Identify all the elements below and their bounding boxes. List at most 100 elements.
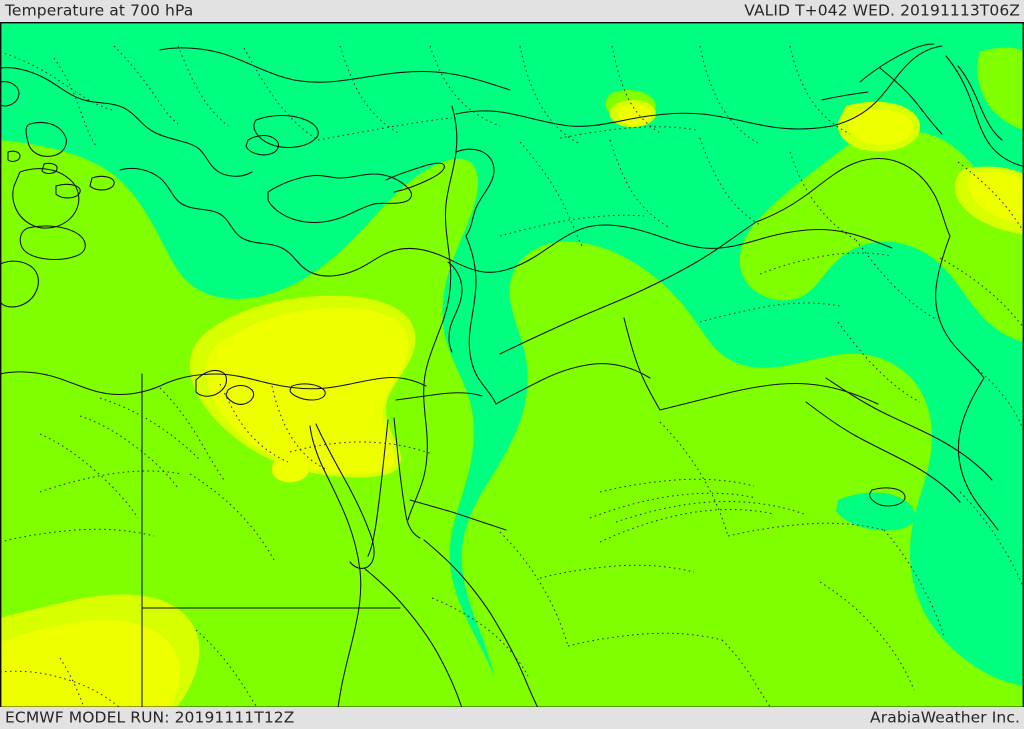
coastline-turkey-south xyxy=(119,167,893,277)
border-israel-west xyxy=(447,261,463,353)
fill-core-libya xyxy=(0,620,180,708)
admin-turkey-3 xyxy=(339,45,401,135)
admin-turkey-6 xyxy=(611,45,663,135)
fill-notch-persian-gulf xyxy=(836,492,916,531)
admin-turkey-8 xyxy=(789,45,851,135)
fill-core-ne xyxy=(848,108,914,145)
coastline-greece-north xyxy=(0,67,253,177)
border-caucasus-b xyxy=(879,67,943,135)
admin-egypt-12 xyxy=(0,670,121,708)
border-israel-jordan xyxy=(465,235,497,405)
admin-syria-2 xyxy=(609,139,671,229)
admin-egypt-10 xyxy=(289,441,433,455)
admin-turkey-4 xyxy=(429,45,501,127)
coastline-aegean-peninsula xyxy=(25,121,67,157)
border-iran-gulf xyxy=(957,377,999,531)
admin-iraq-4 xyxy=(699,302,841,323)
coastline-levant xyxy=(407,105,458,521)
coastline-delta-detail-2 xyxy=(225,384,255,405)
coastline-sinai-east xyxy=(367,419,389,557)
coastline-marmara xyxy=(253,114,319,149)
footer-bar: ECMWF MODEL RUN: 20191111T12Z ArabiaWeat… xyxy=(0,707,1024,729)
admin-balkan-1 xyxy=(113,45,179,125)
fill-patch-ne-corner xyxy=(977,47,1024,130)
admin-saudi-4 xyxy=(659,421,729,537)
admin-iran-3 xyxy=(973,365,1024,435)
coastline-persian-gulf-west xyxy=(805,401,961,503)
admin-turkey-9 xyxy=(559,126,697,139)
coastline-arabia-nw xyxy=(409,499,507,531)
admin-arabia-curve xyxy=(599,509,775,543)
border-syria-iraq xyxy=(499,221,757,355)
coastline-delta-detail-3 xyxy=(289,383,326,401)
admin-egypt-3 xyxy=(271,385,329,471)
temperature-contour-map[interactable] xyxy=(0,22,1024,708)
admin-arabia-curve-2 xyxy=(615,501,805,523)
admin-turkey-2 xyxy=(317,117,453,141)
national-borders xyxy=(141,43,999,708)
admin-saudi-6 xyxy=(883,529,945,637)
fill-band-yellow xyxy=(0,104,1024,708)
border-lebanon-syria xyxy=(455,148,495,237)
fill-core-nile-tail xyxy=(272,456,310,483)
header-bar: Temperature at 700 hPa VALID T+042 WED. … xyxy=(0,0,1024,22)
border-egypt-israel xyxy=(395,392,483,401)
coastline-island-a xyxy=(7,150,21,162)
admin-egypt-5 xyxy=(79,415,179,489)
coastline-island-b xyxy=(41,162,58,174)
fill-lobe-arabia xyxy=(461,241,1024,708)
border-jordan-iraq-saudi xyxy=(623,317,661,411)
admin-boundaries xyxy=(0,45,1024,708)
admin-saudi-5 xyxy=(727,522,885,537)
valid-time-label: VALID T+042 WED. 20191113T06Z xyxy=(744,1,1020,20)
border-iraq-saudi xyxy=(659,382,879,411)
provider-label: ArabiaWeather Inc. xyxy=(870,708,1020,727)
admin-saudi-3 xyxy=(721,639,773,708)
admin-egypt-4 xyxy=(99,397,201,461)
model-run-label: ECMWF MODEL RUN: 20191111T12Z xyxy=(5,708,295,727)
fill-core-nile xyxy=(206,307,409,474)
coastline-cyprus-tail xyxy=(385,162,445,193)
border-turkey-syria xyxy=(455,110,833,130)
border-caucasus-c xyxy=(821,91,869,101)
border-caucasus-a xyxy=(859,43,935,83)
coastline-delta-detail xyxy=(195,369,228,397)
coastline-north-africa xyxy=(0,371,161,396)
fill-core-turkey xyxy=(618,104,652,126)
coastlines xyxy=(0,47,1023,708)
admin-turkey-7 xyxy=(699,45,761,145)
coastline-island-e xyxy=(89,175,115,191)
border-jordan-saudi xyxy=(495,363,651,405)
fill-lobe-iraq-iran xyxy=(739,130,1024,342)
border-iran-south xyxy=(935,235,985,379)
coastline-gulf-of-suez xyxy=(309,425,362,708)
admin-iraq-3 xyxy=(759,252,893,275)
coastline-cyprus xyxy=(267,173,413,223)
admin-greece-2 xyxy=(53,57,97,147)
coastline-red-sea-west xyxy=(363,567,463,708)
border-iraq-iran xyxy=(755,157,951,237)
coastline-island-d xyxy=(55,183,81,199)
coastline-nile-delta xyxy=(159,373,427,390)
page-title: Temperature at 700 hPa xyxy=(5,1,194,20)
coastline-gulf-of-aqaba xyxy=(393,417,421,539)
border-turkey-iraq-iran xyxy=(831,45,943,127)
admin-egypt-13 xyxy=(59,657,85,708)
coastline-caspian xyxy=(945,55,1023,167)
admin-saudi-9 xyxy=(819,581,915,691)
coastline-peloponnese xyxy=(12,168,80,229)
admin-egypt-2 xyxy=(219,383,289,463)
coastline-black-sea-south xyxy=(159,47,511,91)
map-viewport[interactable] xyxy=(0,22,1024,708)
coastline-caspian-inner xyxy=(957,65,1003,141)
admin-syria-3 xyxy=(699,137,763,227)
admin-turkey-5 xyxy=(519,45,581,145)
coastline-persian-gulf-east xyxy=(825,377,993,481)
coastline-greece-mainland xyxy=(0,81,20,107)
admin-egypt-7 xyxy=(39,470,183,493)
coastline-island-c xyxy=(0,260,39,308)
coastline-gulf-island xyxy=(869,487,906,507)
admin-syria-4 xyxy=(499,214,645,237)
admin-arabia-north xyxy=(589,492,757,519)
